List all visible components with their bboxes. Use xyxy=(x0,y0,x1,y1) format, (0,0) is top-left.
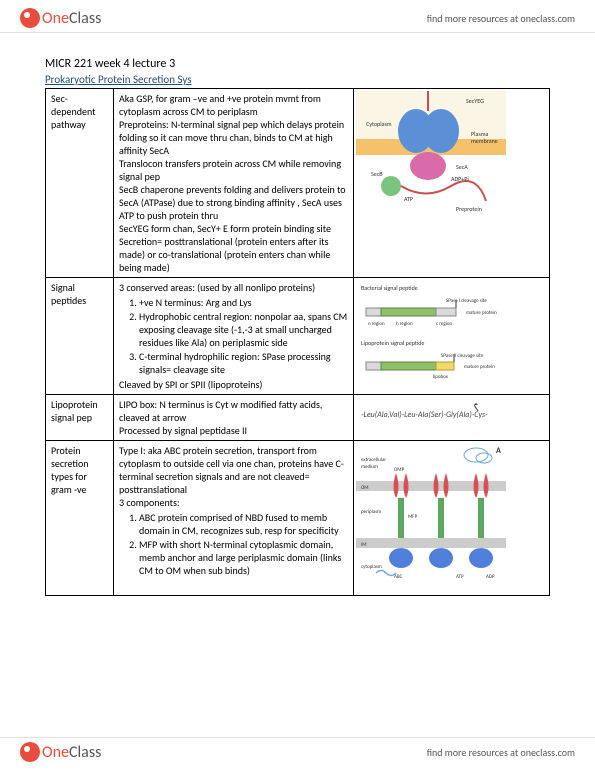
svg-text:IM: IM xyxy=(361,542,367,548)
logo-text: OneClass xyxy=(42,743,101,762)
svg-text:-Leu(Ala,Val)-Leu-Ala(Ser)-Gly: -Leu(Ala,Val)-Leu-Ala(Ser)-Gly(Ala)-Cys- xyxy=(361,410,488,420)
notes-table: Sec-dependent pathwayAka GSP, for gram –… xyxy=(45,88,550,596)
logo-icon xyxy=(20,8,40,28)
svg-text:MFP: MFP xyxy=(408,514,418,520)
svg-text:Preprotein: Preprotein xyxy=(456,205,482,213)
header: OneClass find more resources at oneclass… xyxy=(0,0,595,33)
svg-text:h region: h region xyxy=(396,321,413,327)
svg-text:lipobox: lipobox xyxy=(433,374,449,380)
svg-text:A: A xyxy=(496,446,501,456)
svg-text:n region: n region xyxy=(368,321,385,327)
page-subtitle: Prokaryotic Protein Secretion Sys xyxy=(45,73,550,86)
svg-text:cytoplasm: cytoplasm xyxy=(361,564,382,570)
svg-text:OMP: OMP xyxy=(394,467,405,473)
svg-text:SecB: SecB xyxy=(371,170,383,178)
svg-text:Lipoprotein signal peptide: Lipoprotein signal peptide xyxy=(361,339,424,347)
svg-text:periplasm: periplasm xyxy=(361,509,381,515)
svg-text:c region: c region xyxy=(436,321,453,327)
table-row: Lipoprotein signal pepLIPO box: N termin… xyxy=(46,395,550,441)
footer-tagline[interactable]: find more resources at oneclass.com xyxy=(427,746,575,759)
logo-part2: Class xyxy=(69,9,101,28)
svg-text:membrane: membrane xyxy=(471,137,498,145)
table-row: Sec-dependent pathwayAka GSP, for gram –… xyxy=(46,89,550,278)
svg-text:ATP: ATP xyxy=(456,574,464,580)
svg-text:SecA: SecA xyxy=(456,163,468,171)
row-body: Aka GSP, for gram –ve and +ve protein mv… xyxy=(114,89,354,278)
logo-part1: One xyxy=(42,9,69,28)
svg-text:ABC: ABC xyxy=(394,574,403,580)
table-row: Signal peptides3 conserved areas: (used … xyxy=(46,278,550,395)
page-title: MICR 221 week 4 lecture 3 xyxy=(45,57,550,71)
row-diagram: -Leu(Ala,Val)-Leu-Ala(Ser)-Gly(Ala)-Cys- xyxy=(354,395,550,441)
row-body: 3 conserved areas: (used by all nonlipo … xyxy=(114,278,354,395)
row-body: LIPO box: N terminus is Cyt w modified f… xyxy=(114,395,354,441)
svg-text:OM: OM xyxy=(361,485,369,491)
svg-text:ADP: ADP xyxy=(486,574,495,580)
row-diagram: Bacterial signal peptide SPase I cleavag… xyxy=(354,278,550,395)
logo-part1: One xyxy=(42,743,69,762)
row-label: Sec-dependent pathway xyxy=(46,89,114,278)
svg-text:SPase II cleavage site: SPase II cleavage site xyxy=(441,353,484,359)
logo-icon xyxy=(20,742,40,762)
svg-text:mature protein: mature protein xyxy=(464,364,495,370)
row-diagram: SecYEG Plasma membrane SecA ADP+Pi ATP S… xyxy=(354,89,550,278)
svg-text:SPase I cleavage site: SPase I cleavage site xyxy=(446,298,487,304)
header-tagline[interactable]: find more resources at oneclass.com xyxy=(427,12,575,25)
svg-text:medium: medium xyxy=(361,464,378,470)
row-label: Protein secretion types for gram -ve xyxy=(46,441,114,596)
logo-text: OneClass xyxy=(42,9,101,28)
row-label: Signal peptides xyxy=(46,278,114,395)
document-content: MICR 221 week 4 lecture 3 Prokaryotic Pr… xyxy=(0,33,595,606)
svg-text:ATP: ATP xyxy=(404,195,413,203)
svg-text:Cytoplasm: Cytoplasm xyxy=(366,120,392,128)
logo-part2: Class xyxy=(69,743,101,762)
logo: OneClass xyxy=(20,8,101,28)
table-row: Protein secretion types for gram -veType… xyxy=(46,441,550,596)
svg-text:SecYEG: SecYEG xyxy=(466,97,484,105)
row-label: Lipoprotein signal pep xyxy=(46,395,114,441)
row-diagram: A extracellular medium OM periplasm IM c… xyxy=(354,441,550,596)
svg-text:Bacterial signal peptide: Bacterial signal peptide xyxy=(361,284,418,292)
svg-text:ADP+Pi: ADP+Pi xyxy=(451,175,469,183)
footer-logo: OneClass xyxy=(20,742,101,762)
row-body: Type I: aka ABC protein secretion, trans… xyxy=(114,441,354,596)
svg-text:mature protein: mature protein xyxy=(466,310,497,316)
footer: OneClass find more resources at oneclass… xyxy=(0,737,595,770)
svg-text:extracellular: extracellular xyxy=(361,457,386,463)
